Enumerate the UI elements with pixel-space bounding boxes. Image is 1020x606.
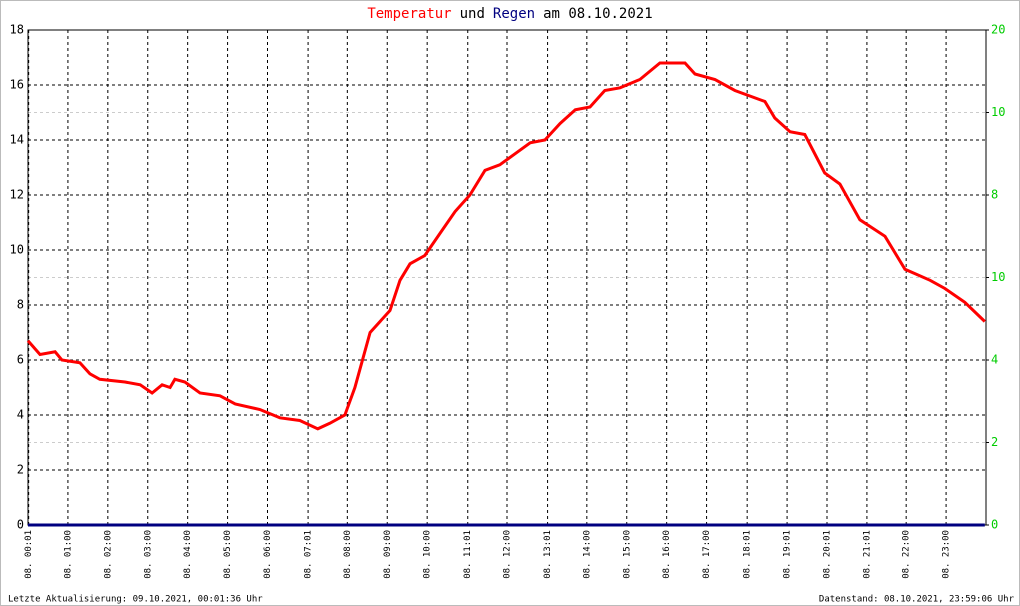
x-tick-label: 08. 00:01 (24, 530, 34, 579)
x-tick-label: 08. 02:00 (103, 530, 113, 579)
y2-tick-label: 20 (991, 23, 1005, 37)
title-part: Temperatur (367, 6, 451, 22)
y2-tick-label: 10 (991, 270, 1005, 284)
x-tick-label: 08. 20:01 (822, 530, 832, 579)
y-tick-label: 6 (17, 353, 24, 367)
x-tick-label: 08. 06:00 (263, 530, 273, 579)
x-tick-label: 08. 03:00 (143, 530, 153, 579)
y2-tick-label: 0 (991, 518, 998, 532)
title-part: am 08.10.2021 (543, 6, 653, 22)
x-tick-label: 08. 22:00 (902, 530, 912, 579)
x-tick-label: 08. 14:00 (582, 530, 592, 579)
x-tick-label: 08. 07:01 (304, 530, 314, 579)
x-tick-label: 08. 13:01 (543, 530, 553, 579)
x-tick-label: 08. 15:00 (622, 530, 632, 579)
x-tick-label: 08. 17:00 (702, 530, 712, 579)
x-tick-label: 08. 05:00 (223, 530, 233, 579)
x-tick-label: 08. 19:01 (783, 530, 793, 579)
y-tick-label: 12 (10, 188, 24, 202)
x-tick-label: 08. 10:00 (423, 530, 433, 579)
x-tick-label: 08. 16:00 (662, 530, 672, 579)
y-tick-label: 8 (17, 298, 24, 312)
y2-tick-label: 4 (991, 353, 998, 367)
x-tick-label: 08. 12:00 (503, 530, 513, 579)
x-tick-label: 08. 09:00 (383, 530, 393, 579)
y-tick-label: 18 (10, 23, 24, 37)
y2-tick-label: 2 (991, 435, 998, 449)
x-tick-label: 08. 18:01 (743, 530, 753, 579)
y-tick-label: 2 (17, 463, 24, 477)
series-line (26, 61, 986, 431)
y-tick-label: 4 (17, 408, 24, 422)
y2-tick-label: 10 (991, 105, 1005, 119)
x-tick-label: 08. 04:00 (183, 530, 193, 579)
y-tick-label: 10 (10, 243, 24, 257)
footer-right: Datenstand: 08.10.2021, 23:59:06 Uhr (819, 595, 1015, 605)
title-part: und (460, 6, 485, 22)
title-part: Regen (493, 6, 535, 22)
x-tick-label: 08. 08:00 (343, 530, 353, 579)
y-tick-label: 16 (10, 78, 24, 92)
y2-tick-label: 8 (991, 188, 998, 202)
y-tick-label: 14 (10, 133, 24, 147)
x-tick-label: 08. 21:01 (862, 530, 872, 579)
x-tick-label: 08. 23:00 (942, 530, 952, 579)
footer-left: Letzte Aktualisierung: 09.10.2021, 00:01… (8, 595, 263, 605)
chart-title: Temperatur und Regen am 08.10.2021 (367, 6, 652, 22)
x-tick-label: 08. 01:00 (63, 530, 73, 579)
y-tick-label: 0 (17, 518, 24, 532)
x-tick-label: 08. 11:01 (463, 530, 473, 579)
